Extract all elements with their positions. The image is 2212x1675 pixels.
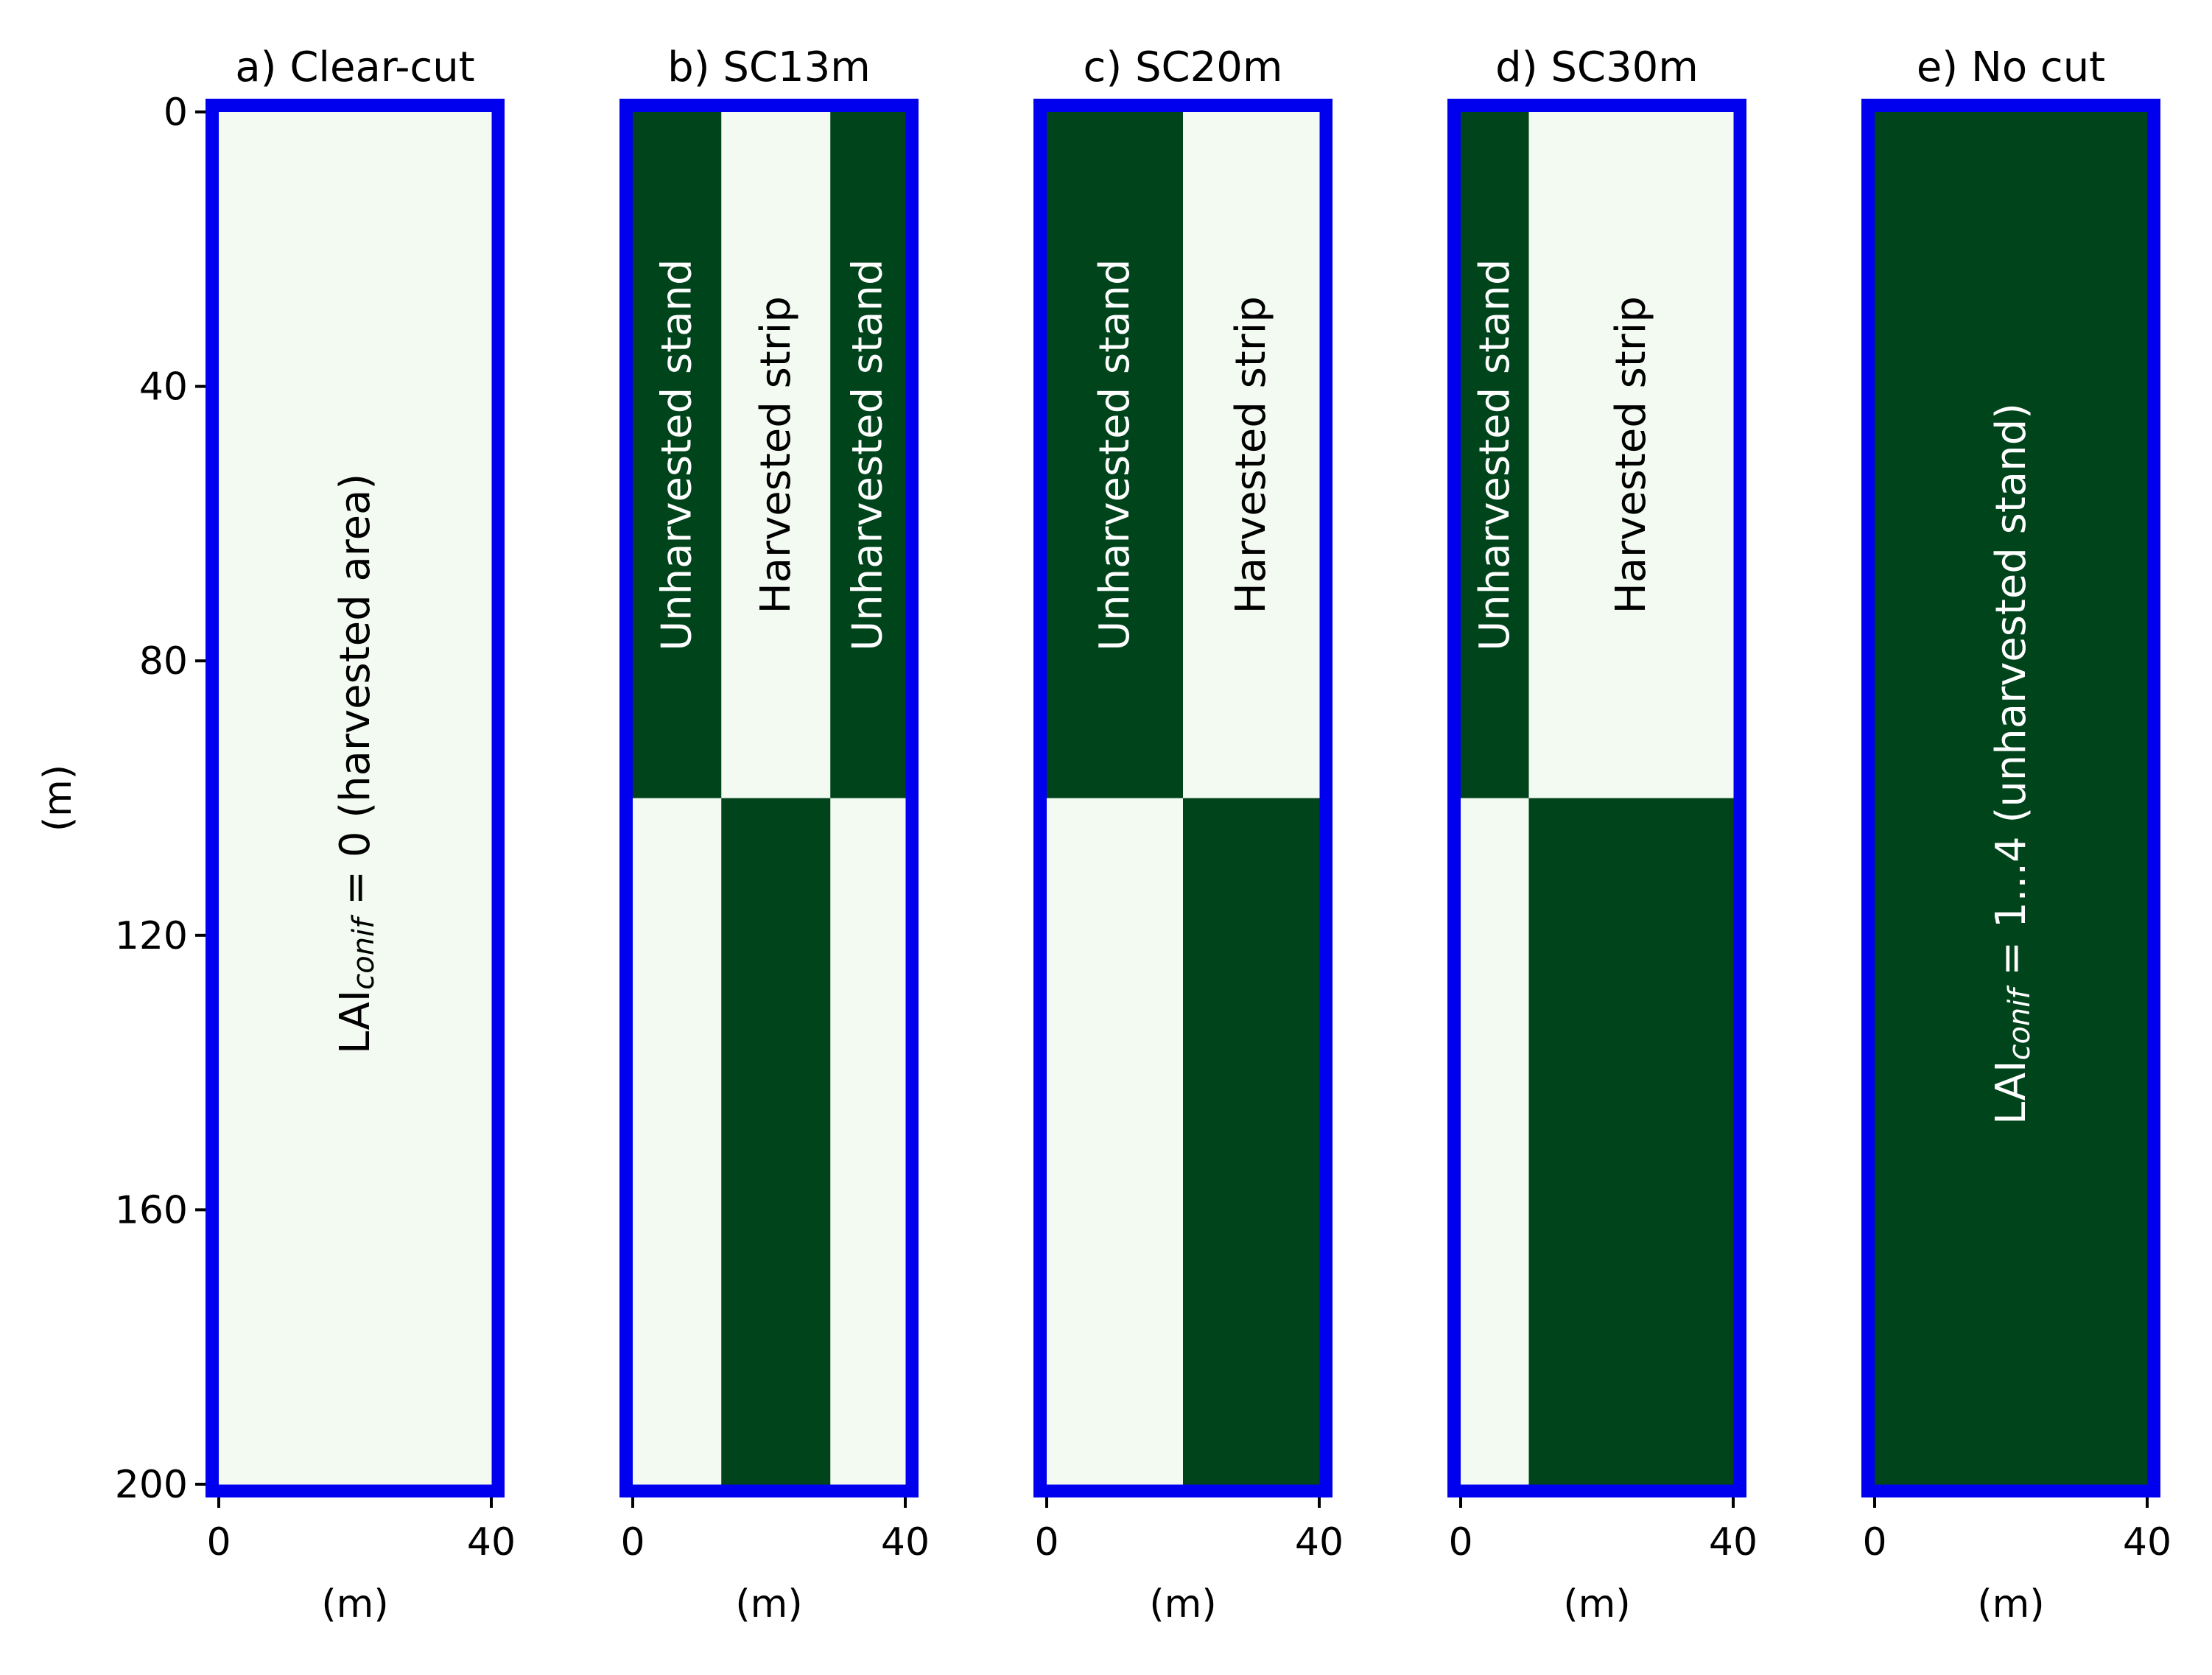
lai-value-text: = 0 (harvested area) (331, 474, 379, 919)
x-axis-label: (m) (735, 1582, 802, 1626)
harvested-cell (1183, 112, 1320, 798)
panel-b: b) SC13m 0 40 (m) Unharvested stand Harvested… (619, 43, 930, 1626)
harvested-cell (1461, 798, 1529, 1485)
y-axis-label: (m) (36, 765, 80, 832)
lai-subscript: conif (2003, 985, 2037, 1061)
unharvested-cell (1461, 112, 1529, 798)
y-tick-label: 0 (164, 91, 188, 135)
lai-subscript: conif (347, 914, 381, 990)
unharvested-cell (1528, 798, 1734, 1485)
y-tick-label: 40 (139, 365, 188, 410)
x-tick-label: 0 (620, 1520, 645, 1565)
strip-label: Unharvested stand (1091, 259, 1139, 651)
harvested-cell (830, 798, 906, 1485)
panel-title: c) SC20m (1084, 43, 1283, 91)
lai-value-text: = 1...4 (unharvested stand) (1987, 403, 2035, 989)
y-tick-label: 160 (115, 1188, 188, 1232)
y-tick-label: 80 (139, 639, 188, 684)
unharvested-cell (721, 798, 831, 1485)
harvested-cell (633, 798, 722, 1485)
unharvested-cell (1183, 798, 1320, 1485)
x-tick-label: 40 (881, 1520, 930, 1565)
y-tick-label: 200 (115, 1463, 188, 1507)
harvested-cell (219, 112, 492, 1485)
lai-prefix: LAI (331, 990, 379, 1054)
unharvested-cell (633, 112, 722, 798)
x-axis-label: (m) (1149, 1582, 1216, 1626)
x-tick-label: 40 (467, 1520, 516, 1565)
x-axis-label: (m) (1977, 1582, 2044, 1626)
strip-label: Harvested strip (752, 296, 800, 614)
panel-title: e) No cut (1917, 43, 2105, 91)
unharvested-cell (1875, 112, 2148, 1485)
lai-annotation: LAIconif = 0 (harvested area) (331, 474, 382, 1054)
x-tick-label: 0 (1448, 1520, 1472, 1565)
x-axis-label: (m) (1563, 1582, 1630, 1626)
panel-d: d) SC30m 0 40 (m) Unharvested stand Harvested… (1447, 43, 1758, 1626)
strip-label: Unharvested stand (653, 259, 701, 651)
x-tick-label: 0 (1862, 1520, 1886, 1565)
panel-c: c) SC20m 0 40 (m) Unharvested stand Harvested… (1033, 43, 1344, 1626)
harvested-cell (1047, 798, 1184, 1485)
x-axis-label: (m) (321, 1582, 388, 1626)
y-tick-label: 120 (115, 914, 188, 958)
strip-label: Unharvested stand (844, 259, 892, 651)
x-tick-label: 40 (2123, 1520, 2171, 1565)
panel-e: e) No cut 0 40 (m) LAIconif = 1...4 (unharve… (1861, 43, 2171, 1626)
panel-title: b) SC13m (667, 43, 871, 91)
lai-annotation: LAIconif = 1...4 (unharvested stand) (1987, 403, 2037, 1125)
unharvested-cell (830, 112, 906, 798)
x-tick-label: 40 (1709, 1520, 1758, 1565)
x-tick-label: 0 (1034, 1520, 1058, 1565)
lai-prefix: LAI (1987, 1061, 2035, 1125)
harvested-cell (721, 112, 831, 798)
panel-title: d) SC30m (1495, 43, 1699, 91)
y-axis: (m) 0 40 80 120 160 200 (36, 91, 206, 1507)
strip-label: Harvested strip (1227, 296, 1275, 614)
unharvested-cell (1047, 112, 1184, 798)
panel-a: a) Clear-cut 0 40 (m) LAIconif = 0 (harveste… (206, 43, 516, 1626)
harvested-cell (1528, 112, 1734, 798)
strip-label: Harvested strip (1607, 296, 1655, 614)
x-tick-label: 40 (1295, 1520, 1344, 1565)
strip-label: Unharvested stand (1471, 259, 1519, 651)
x-tick-label: 0 (206, 1520, 231, 1565)
panel-title: a) Clear-cut (235, 43, 474, 91)
